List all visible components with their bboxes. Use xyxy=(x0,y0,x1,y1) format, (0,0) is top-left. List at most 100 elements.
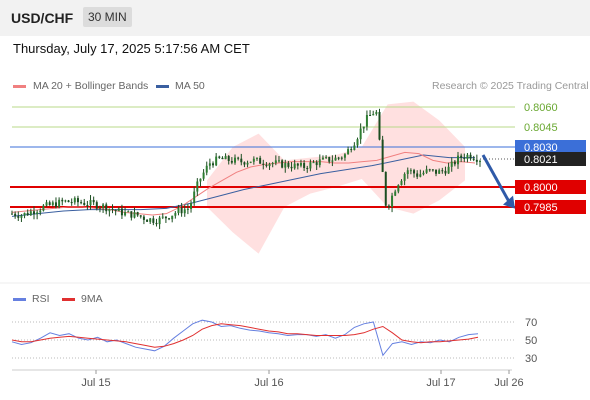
candle-body xyxy=(472,158,475,160)
pivot-label-0.8030: 0.8030 xyxy=(524,142,558,154)
candle-body xyxy=(29,211,32,216)
candle-body xyxy=(164,216,167,219)
forecast-arrow-shaft xyxy=(481,154,511,203)
timeframe-button[interactable]: 30 MIN xyxy=(83,7,132,27)
candle-body xyxy=(133,212,136,218)
support-tag-0.8000 xyxy=(515,180,586,194)
candle-body xyxy=(149,218,152,222)
candle-body xyxy=(98,207,101,209)
candle-body xyxy=(287,162,290,167)
candle-body xyxy=(435,169,438,174)
resistance-label-0.8060: 0.8060 xyxy=(524,102,558,114)
candle-body xyxy=(202,172,205,179)
candle-body xyxy=(17,216,20,218)
rsi-tick-label-50: 50 xyxy=(525,335,537,347)
candle-body xyxy=(381,139,384,172)
candle-body xyxy=(186,208,189,210)
candle-body xyxy=(54,202,57,208)
candle-body xyxy=(343,154,346,158)
candle-body xyxy=(51,202,54,205)
candle-body xyxy=(20,215,23,218)
candle-body xyxy=(277,160,280,162)
candle-body xyxy=(391,195,394,208)
time-tick-label-jul-17: Jul 17 xyxy=(426,377,455,389)
candle-body xyxy=(152,218,155,223)
candle-body xyxy=(378,111,381,140)
candle-body xyxy=(124,212,127,216)
candle-body xyxy=(397,185,400,192)
candle-body xyxy=(158,217,161,225)
candle-body xyxy=(76,198,79,203)
candle-body xyxy=(331,160,334,162)
candle-body xyxy=(265,164,268,167)
candle-body xyxy=(268,163,271,167)
candle-body xyxy=(252,158,255,162)
rsi-legend-swatch xyxy=(13,298,26,301)
candle-body xyxy=(372,114,375,116)
candle-body xyxy=(375,111,378,115)
candle-body xyxy=(315,162,318,166)
candle-body xyxy=(284,162,287,168)
candle-body xyxy=(441,170,444,172)
candle-body xyxy=(83,202,86,206)
candle-body xyxy=(127,211,130,213)
candle-body xyxy=(460,155,463,158)
candle-body xyxy=(32,211,35,215)
candle-body xyxy=(177,207,180,214)
candle-body xyxy=(139,215,142,217)
candle-body xyxy=(86,205,89,207)
candle-body xyxy=(431,169,434,171)
bollinger-band-area xyxy=(207,101,465,254)
candle-body xyxy=(171,215,174,220)
candle-body xyxy=(479,161,481,163)
forecast-arrow-head xyxy=(503,195,515,209)
candle-body xyxy=(334,157,337,161)
candle-body xyxy=(183,209,186,214)
candle-body xyxy=(89,199,92,206)
candle-body xyxy=(218,156,221,158)
candle-body xyxy=(296,163,299,166)
candle-body xyxy=(102,204,105,208)
candle-body xyxy=(117,208,120,212)
candle-body xyxy=(196,181,199,192)
candle-body xyxy=(221,157,224,160)
candle-body xyxy=(271,163,274,165)
candle-body xyxy=(146,219,149,222)
candle-body xyxy=(114,210,117,212)
candle-body xyxy=(365,115,368,127)
rsi-legend-label: RSI xyxy=(32,293,50,305)
candle-body xyxy=(136,212,139,216)
candle-body xyxy=(466,154,469,159)
ma50-legend-swatch xyxy=(156,85,169,88)
candle-body xyxy=(61,199,64,202)
candle-body xyxy=(425,169,428,173)
candle-body xyxy=(293,163,296,169)
candle-body xyxy=(453,161,456,165)
candle-body xyxy=(262,163,265,165)
candle-body xyxy=(199,178,202,182)
candle-body xyxy=(58,199,61,208)
candle-body xyxy=(142,216,145,220)
rsi-line xyxy=(11,319,479,357)
candle-body xyxy=(246,162,249,165)
candle-body xyxy=(428,169,431,171)
candle-body xyxy=(384,171,387,206)
ma20-legend-label: MA 20 + Bollinger Bands xyxy=(33,80,149,92)
credit-label: Research © 2025 Trading Central xyxy=(432,80,589,92)
candle-body xyxy=(259,157,262,164)
candle-body xyxy=(180,207,183,214)
candle-body xyxy=(234,157,237,163)
candle-body xyxy=(227,156,230,162)
candle-body xyxy=(463,157,466,159)
candle-body xyxy=(337,157,340,159)
candle-body xyxy=(155,222,158,225)
support-label-0.7985: 0.7985 xyxy=(524,202,558,214)
candle-body xyxy=(347,149,350,155)
ma20-line xyxy=(11,151,476,216)
time-tick-label-jul-15: Jul 15 xyxy=(81,377,110,389)
candle-body xyxy=(130,211,133,218)
candle-body xyxy=(419,174,422,177)
candle-body xyxy=(422,172,425,175)
candle-body xyxy=(447,166,450,174)
